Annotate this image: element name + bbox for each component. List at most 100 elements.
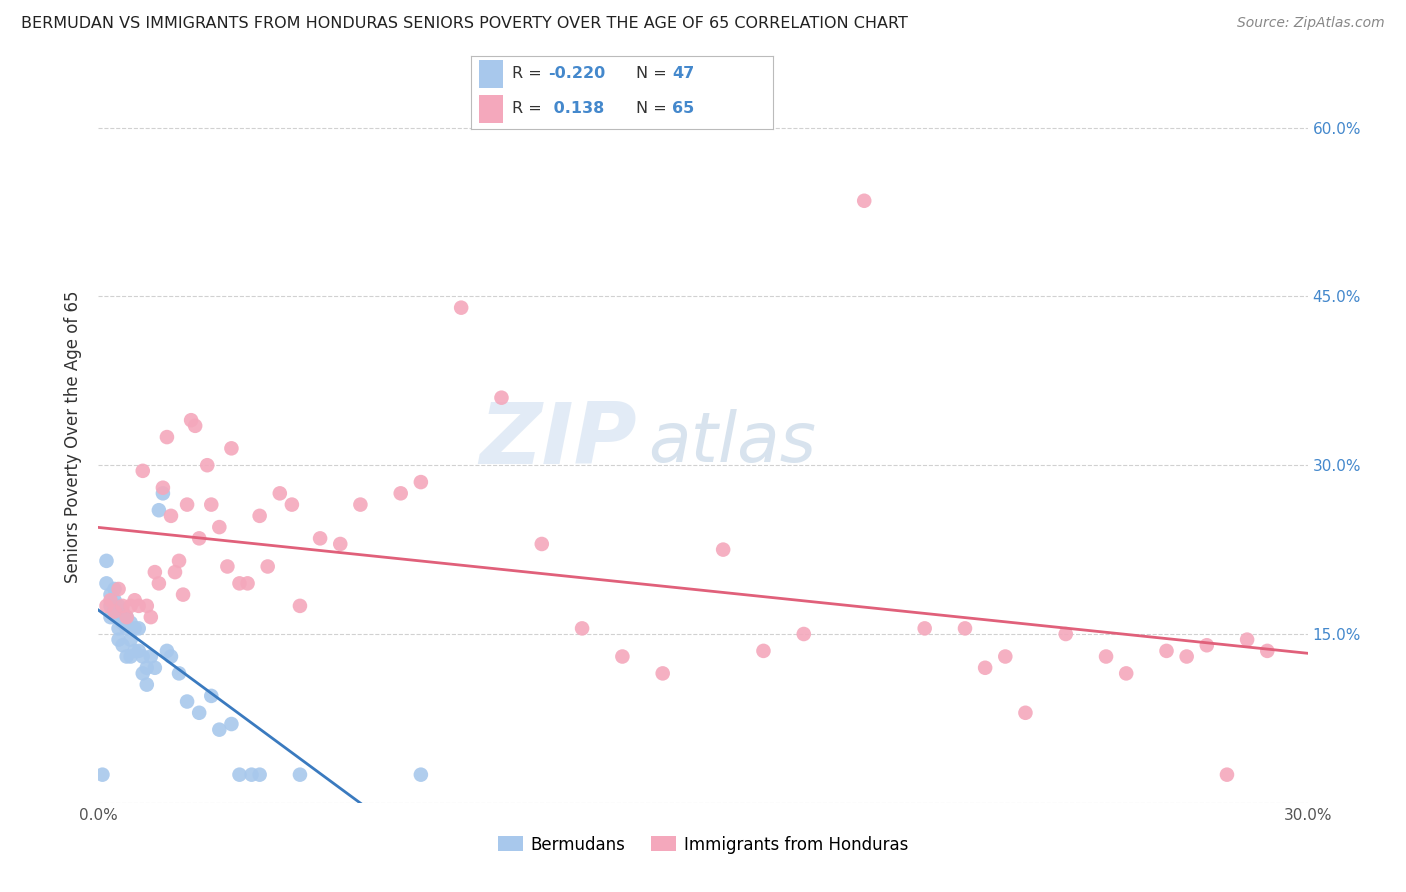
Point: [100, 599, 122, 613]
Point: [450, 301, 472, 315]
Point: [288, 767, 311, 781]
Point: [120, 649, 142, 664]
Point: [148, 576, 170, 591]
Point: [240, 767, 263, 781]
Point: [156, 644, 179, 658]
Text: atlas: atlas: [648, 409, 817, 476]
Point: [120, 599, 142, 613]
Point: [152, 486, 174, 500]
Point: [974, 661, 997, 675]
Point: [107, 610, 129, 624]
Point: [228, 767, 250, 781]
Point: [188, 532, 211, 546]
Point: [256, 559, 278, 574]
Point: [1054, 627, 1077, 641]
Point: [612, 649, 634, 664]
Text: N =: N =: [636, 102, 672, 116]
Point: [1156, 644, 1178, 658]
Point: [135, 678, 157, 692]
Point: [236, 576, 259, 591]
Text: BERMUDAN VS IMMIGRANTS FROM HONDURAS SENIORS POVERTY OVER THE AGE OF 65 CORRELAT: BERMUDAN VS IMMIGRANTS FROM HONDURAS SEN…: [21, 16, 908, 31]
Point: [994, 649, 1017, 664]
Point: [793, 627, 815, 641]
Y-axis label: Seniors Poverty Over the Age of 65: Seniors Poverty Over the Age of 65: [65, 291, 83, 583]
Point: [132, 666, 155, 681]
Point: [309, 532, 332, 546]
Point: [156, 430, 179, 444]
Point: [571, 621, 593, 635]
Point: [180, 413, 202, 427]
Point: [103, 605, 125, 619]
Point: [1095, 649, 1118, 664]
Point: [914, 621, 936, 635]
Point: [103, 605, 125, 619]
Point: [217, 559, 239, 574]
Point: [135, 661, 157, 675]
Point: [111, 615, 134, 630]
Point: [96, 599, 118, 613]
Point: [132, 649, 155, 664]
Point: [128, 599, 150, 613]
Point: [208, 520, 231, 534]
Point: [288, 599, 311, 613]
Point: [143, 661, 166, 675]
Point: [530, 537, 553, 551]
Point: [135, 599, 157, 613]
Point: [107, 632, 129, 647]
Text: 0.138: 0.138: [548, 102, 605, 116]
Point: [160, 649, 183, 664]
Point: [100, 610, 122, 624]
Point: [249, 508, 271, 523]
Point: [188, 706, 211, 720]
Point: [1014, 706, 1036, 720]
Point: [200, 689, 222, 703]
Point: [409, 475, 432, 489]
Point: [107, 621, 129, 635]
Point: [711, 542, 734, 557]
Text: -0.220: -0.220: [548, 66, 606, 81]
Bar: [478, 95, 503, 123]
Point: [160, 508, 183, 523]
Text: Source: ZipAtlas.com: Source: ZipAtlas.com: [1237, 16, 1385, 30]
Point: [349, 498, 371, 512]
Legend: Bermudans, Immigrants from Honduras: Bermudans, Immigrants from Honduras: [491, 829, 915, 860]
Point: [100, 593, 122, 607]
Point: [184, 418, 207, 433]
Point: [269, 486, 291, 500]
Point: [208, 723, 231, 737]
Text: ZIP: ZIP: [479, 400, 637, 483]
Point: [409, 767, 432, 781]
Point: [111, 599, 134, 613]
Point: [249, 767, 271, 781]
Point: [132, 464, 155, 478]
Point: [115, 621, 138, 635]
Point: [176, 498, 198, 512]
Text: N =: N =: [636, 66, 672, 81]
Point: [152, 481, 174, 495]
Point: [1195, 638, 1218, 652]
Point: [139, 610, 162, 624]
Point: [167, 666, 190, 681]
Point: [1175, 649, 1198, 664]
Point: [167, 554, 190, 568]
Point: [111, 605, 134, 619]
Point: [1236, 632, 1258, 647]
Point: [752, 644, 775, 658]
Point: [124, 593, 146, 607]
Point: [853, 194, 876, 208]
Point: [176, 694, 198, 708]
Point: [1256, 644, 1278, 658]
Point: [281, 498, 304, 512]
Point: [120, 615, 142, 630]
Point: [143, 565, 166, 579]
Point: [329, 537, 352, 551]
Point: [115, 610, 138, 624]
Point: [953, 621, 976, 635]
Point: [115, 649, 138, 664]
Point: [100, 588, 122, 602]
Point: [111, 638, 134, 652]
Text: R =: R =: [512, 66, 547, 81]
Point: [163, 565, 186, 579]
Point: [124, 621, 146, 635]
Point: [128, 644, 150, 658]
